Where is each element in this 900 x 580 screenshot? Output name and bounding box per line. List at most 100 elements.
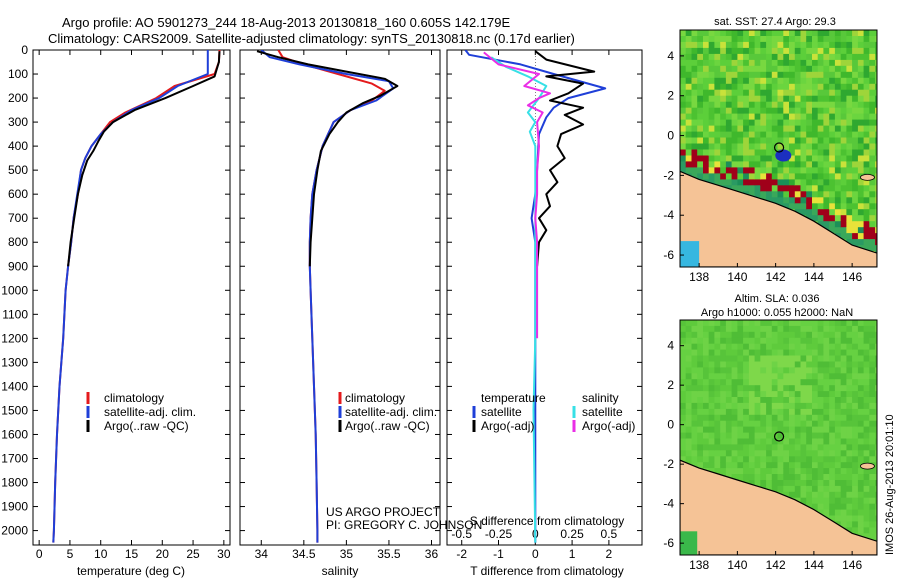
heatmap-cell [697,77,704,85]
heatmap-cell [857,53,865,61]
heatmap-cell [840,71,847,79]
heatmap-cell [834,41,842,49]
series-line-satellite-adj-clim- [52,50,209,543]
heatmap-cell [869,450,876,457]
heatmap-cell [817,503,824,511]
heatmap-cell [760,432,767,440]
heatmap-cell [697,367,704,374]
y-tick-label: 1100 [2,307,28,321]
heatmap-cell [771,468,779,475]
heatmap-cell [766,373,773,380]
heatmap-cell [857,155,865,163]
sst-argo-position-marker [773,142,785,153]
heatmap-cell [754,474,761,481]
heatmap-cell [766,137,773,145]
heatmap-cell [857,521,865,528]
heatmap-cell [789,408,796,416]
heatmap-cell [754,391,761,398]
heatmap-cell [748,391,756,398]
heatmap-cell [800,173,807,180]
heatmap-cell [789,113,796,121]
heatmap-cell [857,420,865,428]
heatmap-cell [771,95,779,103]
heatmap-cell [737,149,744,157]
heatmap-cell [708,41,715,49]
heatmap-cell [691,137,698,145]
heatmap-cell [840,462,847,469]
salinity-axes-frame [239,49,441,546]
heatmap-cell [834,30,842,37]
heatmap-cell [875,239,877,246]
heatmap-cell [754,191,761,198]
heatmap-cell [857,343,865,351]
heatmap-cell [783,450,790,457]
heatmap-cell [846,83,853,91]
heatmap-cell [823,203,830,210]
heatmap-cell [817,119,824,127]
heatmap-cell [720,36,727,43]
heatmap-cell [720,456,727,463]
x-tick-label: 30 [217,547,231,561]
heatmap-cell [754,155,761,163]
heatmap-cell [743,179,750,186]
heatmap-cell [829,379,836,386]
heatmap-cell [771,474,779,481]
heatmap-cell [840,402,847,410]
imos-timestamp-label: IMOS 26-Aug-2013 20:01:10 [884,414,896,555]
heatmap-cell [857,497,865,505]
heatmap-cell [725,420,733,428]
heatmap-cell [875,468,877,475]
heatmap-cell [846,509,853,517]
heatmap-cell [834,173,842,180]
heatmap-cell [748,397,756,404]
heatmap-cell [863,385,870,392]
heatmap-cell [817,30,824,37]
heatmap-cell [777,444,784,451]
heatmap-cell [794,95,802,103]
heatmap-cell [743,426,750,434]
heatmap-cell [817,95,824,103]
heatmap-cell [777,320,784,327]
heatmap-cell [743,337,750,345]
heatmap-cell [857,30,865,37]
heatmap-cell [731,53,738,61]
heatmap-cell [754,59,761,67]
heatmap-cell [725,77,733,85]
heatmap-cell [708,143,715,151]
heatmap-cell [875,373,877,380]
heatmap-cell [875,71,877,79]
heatmap-cell [680,89,687,97]
heatmap-cell [777,468,784,475]
heatmap-cell [857,438,865,445]
heatmap-cell [766,349,773,357]
heatmap-cell [817,59,824,67]
heatmap-cell [863,233,870,240]
heatmap-cell [714,167,721,174]
heatmap-cell [760,173,767,180]
heatmap-cell [829,137,836,145]
heatmap-cell [685,373,692,380]
heatmap-cell [748,101,756,109]
heatmap-cell [789,179,796,186]
heatmap-cell [714,36,721,43]
heatmap-cell [875,450,877,457]
heatmap-cell [869,197,876,204]
heatmap-cell [789,161,796,168]
heatmap-cell [800,408,807,416]
heatmap-cell [857,426,865,434]
difference-panel: -2 -1 0 1 2-0.5 -0.25 0 0.25 0.5 S difference fr… [446,49,643,578]
heatmap-cell [817,185,824,192]
heatmap-cell [720,155,727,163]
heatmap-cell [754,173,761,180]
heatmap-cell [800,185,807,192]
heatmap-cell [789,474,796,481]
heatmap-cell [714,125,721,133]
heatmap-cell [754,325,761,333]
heatmap-cell [789,391,796,398]
heatmap-cell [731,373,738,380]
heatmap-cell [852,239,859,246]
heatmap-cell [708,355,715,362]
heatmap-cell [812,197,819,204]
heatmap-cell [714,77,721,85]
heatmap-cell [863,331,870,339]
